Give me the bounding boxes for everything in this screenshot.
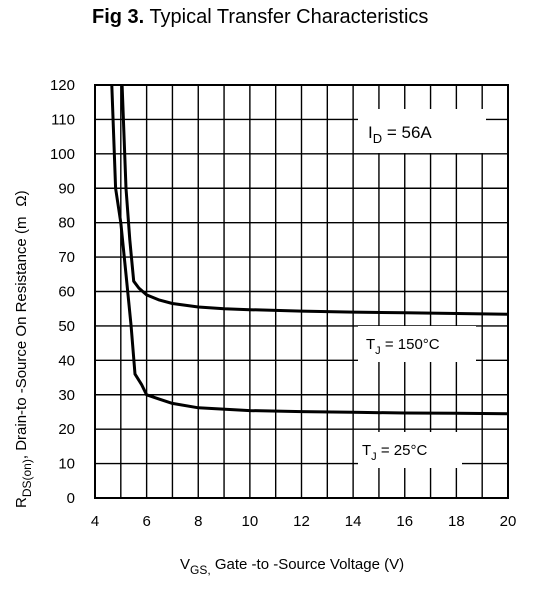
y-tick-label: 110 xyxy=(51,111,75,128)
x-tick-label: 16 xyxy=(396,513,413,530)
y-tick-label: 100 xyxy=(50,146,75,163)
curves xyxy=(110,84,509,416)
y-axis-unit: Ω) xyxy=(13,190,30,206)
x-tick-labels: 4 6 8 10 12 14 16 18 20 xyxy=(91,513,517,530)
y-tick-label: 10 xyxy=(58,456,75,473)
id-annotation-symbol: I xyxy=(368,123,373,142)
svg-text:TJ = 25°C: TJ = 25°C xyxy=(362,442,427,463)
y-tick-label: 40 xyxy=(58,352,75,369)
grid-lines xyxy=(94,84,509,499)
y-axis-symbol: R xyxy=(13,497,30,508)
y-axis-text: , Drain-to -Source On Resistance (m xyxy=(13,217,30,460)
figure-number: Fig 3. xyxy=(92,6,145,28)
x-tick-label: 6 xyxy=(142,513,150,530)
x-axis-symbol: V xyxy=(180,556,190,573)
x-tick-label: 12 xyxy=(293,513,310,530)
svg-text:TJ = 150°C: TJ = 150°C xyxy=(366,336,440,357)
x-tick-label: 8 xyxy=(194,513,202,530)
y-tick-label: 30 xyxy=(58,387,75,404)
figure-title-text: Typical Transfer Characteristics xyxy=(149,6,429,28)
x-axis-text: Gate -to -Source Voltage (V) xyxy=(211,556,404,573)
series-line-tj25 xyxy=(110,84,509,416)
id-annotation: ID = 56A xyxy=(358,109,486,153)
x-axis-subscript: GS, xyxy=(190,563,211,577)
y-axis-subscript: DS(on) xyxy=(20,459,34,497)
tj150-annotation: TJ = 150°C xyxy=(358,326,476,362)
y-tick-label: 20 xyxy=(58,421,75,438)
y-tick-label: 90 xyxy=(58,180,75,197)
tj25-annotation-symbol: T xyxy=(362,442,371,459)
y-tick-label: 60 xyxy=(58,284,75,301)
x-tick-label: 14 xyxy=(345,513,362,530)
y-tick-label: 120 xyxy=(50,77,75,94)
tj150-annotation-subscript: J xyxy=(375,345,381,357)
x-tick-label: 20 xyxy=(500,513,517,530)
tj25-annotation-subscript: J xyxy=(371,451,377,463)
y-tick-label: 80 xyxy=(58,215,75,232)
id-annotation-subscript: D xyxy=(373,131,382,146)
x-axis-label: VGS, Gate -to -Source Voltage (V) xyxy=(180,556,404,577)
chart-title: Fig 3. Typical Transfer Characteristics xyxy=(92,6,428,29)
x-tick-label: 18 xyxy=(448,513,465,530)
svg-text:ID = 56A: ID = 56A xyxy=(368,123,432,146)
y-tick-label: 0 xyxy=(67,490,75,507)
series-line-tj150 xyxy=(120,84,509,316)
y-tick-label: 70 xyxy=(58,249,75,266)
tj150-annotation-symbol: T xyxy=(366,336,375,353)
x-tick-label: 10 xyxy=(242,513,259,530)
tj25-annotation-text: = 25°C xyxy=(377,442,428,459)
id-annotation-text: = 56A xyxy=(382,123,432,142)
plot-frame xyxy=(94,84,509,499)
y-tick-label: 50 xyxy=(58,318,75,335)
tj150-annotation-text: = 150°C xyxy=(381,336,440,353)
tj25-annotation: TJ = 25°C xyxy=(358,432,462,468)
x-tick-label: 4 xyxy=(91,513,99,530)
y-tick-labels: 0 10 20 30 40 50 60 70 80 90 100 110 120 xyxy=(50,77,75,507)
y-axis-label: RDS(on), Drain-to -Source On Resistance … xyxy=(13,190,34,508)
